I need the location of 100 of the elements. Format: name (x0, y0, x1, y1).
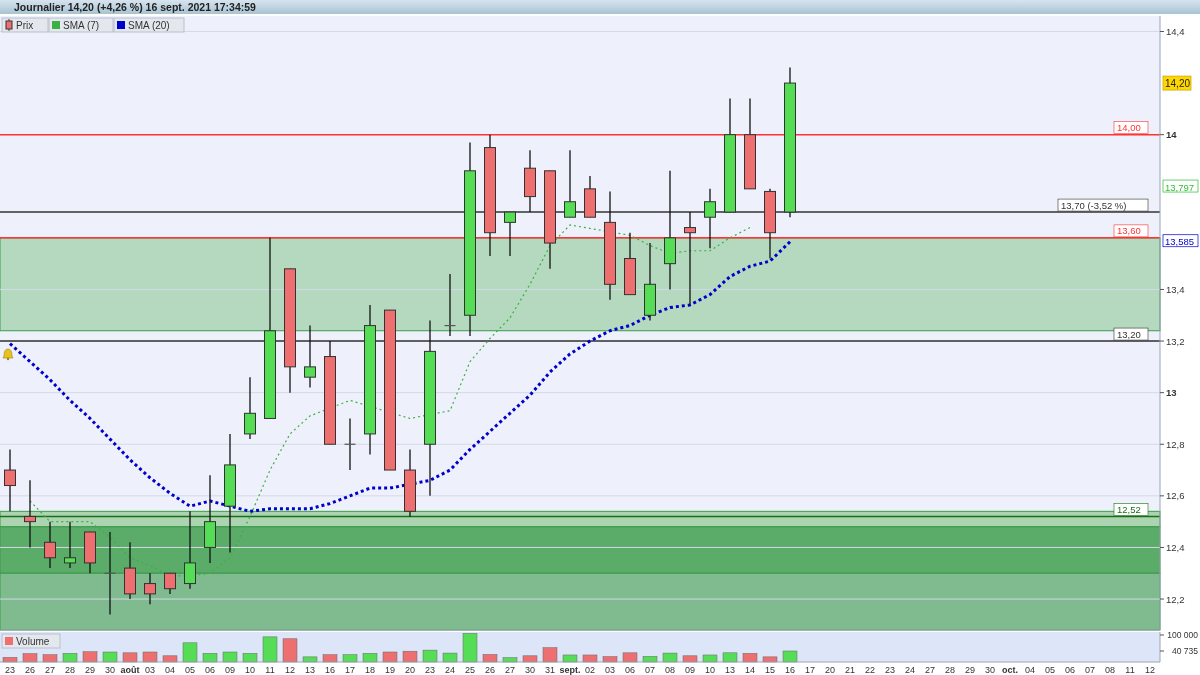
x-tick-label: 12 (1144, 665, 1156, 675)
x-tick-label: 14 (744, 665, 756, 675)
annotation: 13,585 (1165, 236, 1195, 248)
bar (342, 654, 358, 663)
bar (262, 636, 278, 663)
x-tick-label: 13 (304, 665, 316, 675)
bar (562, 654, 578, 663)
x-tick-label: 27 (44, 665, 56, 675)
bar (422, 649, 438, 663)
bar (182, 642, 198, 663)
bar (302, 656, 318, 663)
bar (462, 633, 478, 663)
x-tick-label: 10 (704, 665, 716, 675)
bar (222, 651, 238, 663)
y-tick-label: 13,2 (1166, 335, 1185, 347)
annotation: 13,797 (1165, 181, 1195, 193)
y-tick-label: 12,8 (1166, 438, 1185, 450)
x-tick-label: 07 (1084, 665, 1096, 675)
x-tick-label: 13 (724, 665, 736, 675)
line-series (8, 240, 792, 513)
y-tick-label: 12,2 (1166, 593, 1185, 605)
bar (662, 652, 678, 663)
x-tick-label: 20 (824, 665, 836, 675)
legend-label: Volume (16, 636, 50, 647)
candlestick (44, 521, 56, 569)
x-tick-label: 17 (344, 665, 356, 675)
candlestick (64, 521, 76, 569)
x-tick-label: 24 (904, 665, 916, 675)
x-tick-label: 05 (1044, 665, 1056, 675)
legend-label: SMA (7) (63, 20, 100, 31)
x-tick-label: 27 (924, 665, 936, 675)
annotation: 14,20 (1165, 77, 1191, 89)
x-tick-label: 28 (64, 665, 76, 675)
bar (142, 651, 158, 663)
bar (202, 653, 218, 663)
x-tick-label: 15 (764, 665, 776, 675)
bar (762, 656, 778, 663)
y-tick-label: 12,6 (1166, 490, 1185, 502)
x-tick-label: 26 (24, 665, 36, 675)
ref-line-label: 13,20 (1117, 328, 1141, 340)
bar (442, 652, 458, 663)
y-tick-label: 13,4 (1166, 283, 1185, 295)
ref-line-label: 14,00 (1117, 122, 1141, 134)
candlestick (144, 572, 156, 605)
y-tick-label: 100 000 (1167, 630, 1199, 641)
y-tick-label: 14 (1166, 129, 1178, 141)
x-tick-label: 28 (944, 665, 956, 675)
x-tick-label: 06 (1064, 665, 1076, 675)
x-tick-label: 11 (1125, 665, 1135, 675)
x-tick-label: 21 (844, 665, 856, 675)
bar (162, 655, 178, 663)
x-tick-label: 29 (964, 665, 976, 675)
x-tick-label: 02 (584, 665, 596, 675)
bar (722, 652, 738, 663)
y-tick-label: 40 735 (1172, 646, 1199, 657)
bar (742, 653, 758, 663)
x-tick-label: 09 (684, 665, 696, 675)
bar (322, 654, 338, 663)
bar (122, 652, 138, 663)
bar (42, 654, 58, 663)
ref-line-label: 13,60 (1117, 225, 1141, 237)
x-tick-label: 31 (544, 665, 556, 675)
x-tick-label: 04 (1024, 665, 1036, 675)
candlestick (164, 572, 176, 595)
bar (702, 654, 718, 663)
x-tick-label: 25 (464, 665, 476, 675)
legend-label: Prix (16, 20, 34, 31)
bar (242, 653, 258, 663)
x-tick-label: 03 (604, 665, 616, 675)
x-tick-label: 06 (204, 665, 216, 675)
bar (642, 656, 658, 663)
candlestick (184, 510, 196, 590)
x-tick-label: 06 (624, 665, 636, 675)
x-tick-label: 23 (4, 665, 16, 675)
x-tick-label: 23 (884, 665, 896, 675)
x-tick-label: 27 (504, 665, 516, 675)
x-tick-label: 07 (644, 665, 656, 675)
x-tick-label: août (120, 665, 140, 675)
bar (62, 653, 78, 663)
bar (782, 650, 798, 663)
ref-line-label: 12,52 (1117, 503, 1141, 515)
y-tick-label: 13 (1166, 387, 1177, 399)
bar (502, 657, 518, 663)
bar (622, 652, 638, 663)
bar (362, 653, 378, 663)
x-tick-label: 20 (404, 665, 416, 675)
x-tick-label: 16 (324, 665, 336, 675)
bar (402, 650, 418, 663)
x-tick-label: 05 (184, 665, 196, 675)
x-tick-label: 30 (984, 665, 996, 675)
x-tick-label: 19 (384, 665, 396, 675)
x-tick-label: oct. (1001, 665, 1019, 675)
candlestick (244, 376, 256, 440)
bar (602, 656, 618, 663)
x-tick-label: 09 (224, 665, 236, 675)
candlestick (4, 448, 16, 512)
x-tick-label: 03 (144, 665, 156, 675)
bar (582, 654, 598, 663)
bar (382, 651, 398, 663)
x-tick-label: 17 (804, 665, 816, 675)
